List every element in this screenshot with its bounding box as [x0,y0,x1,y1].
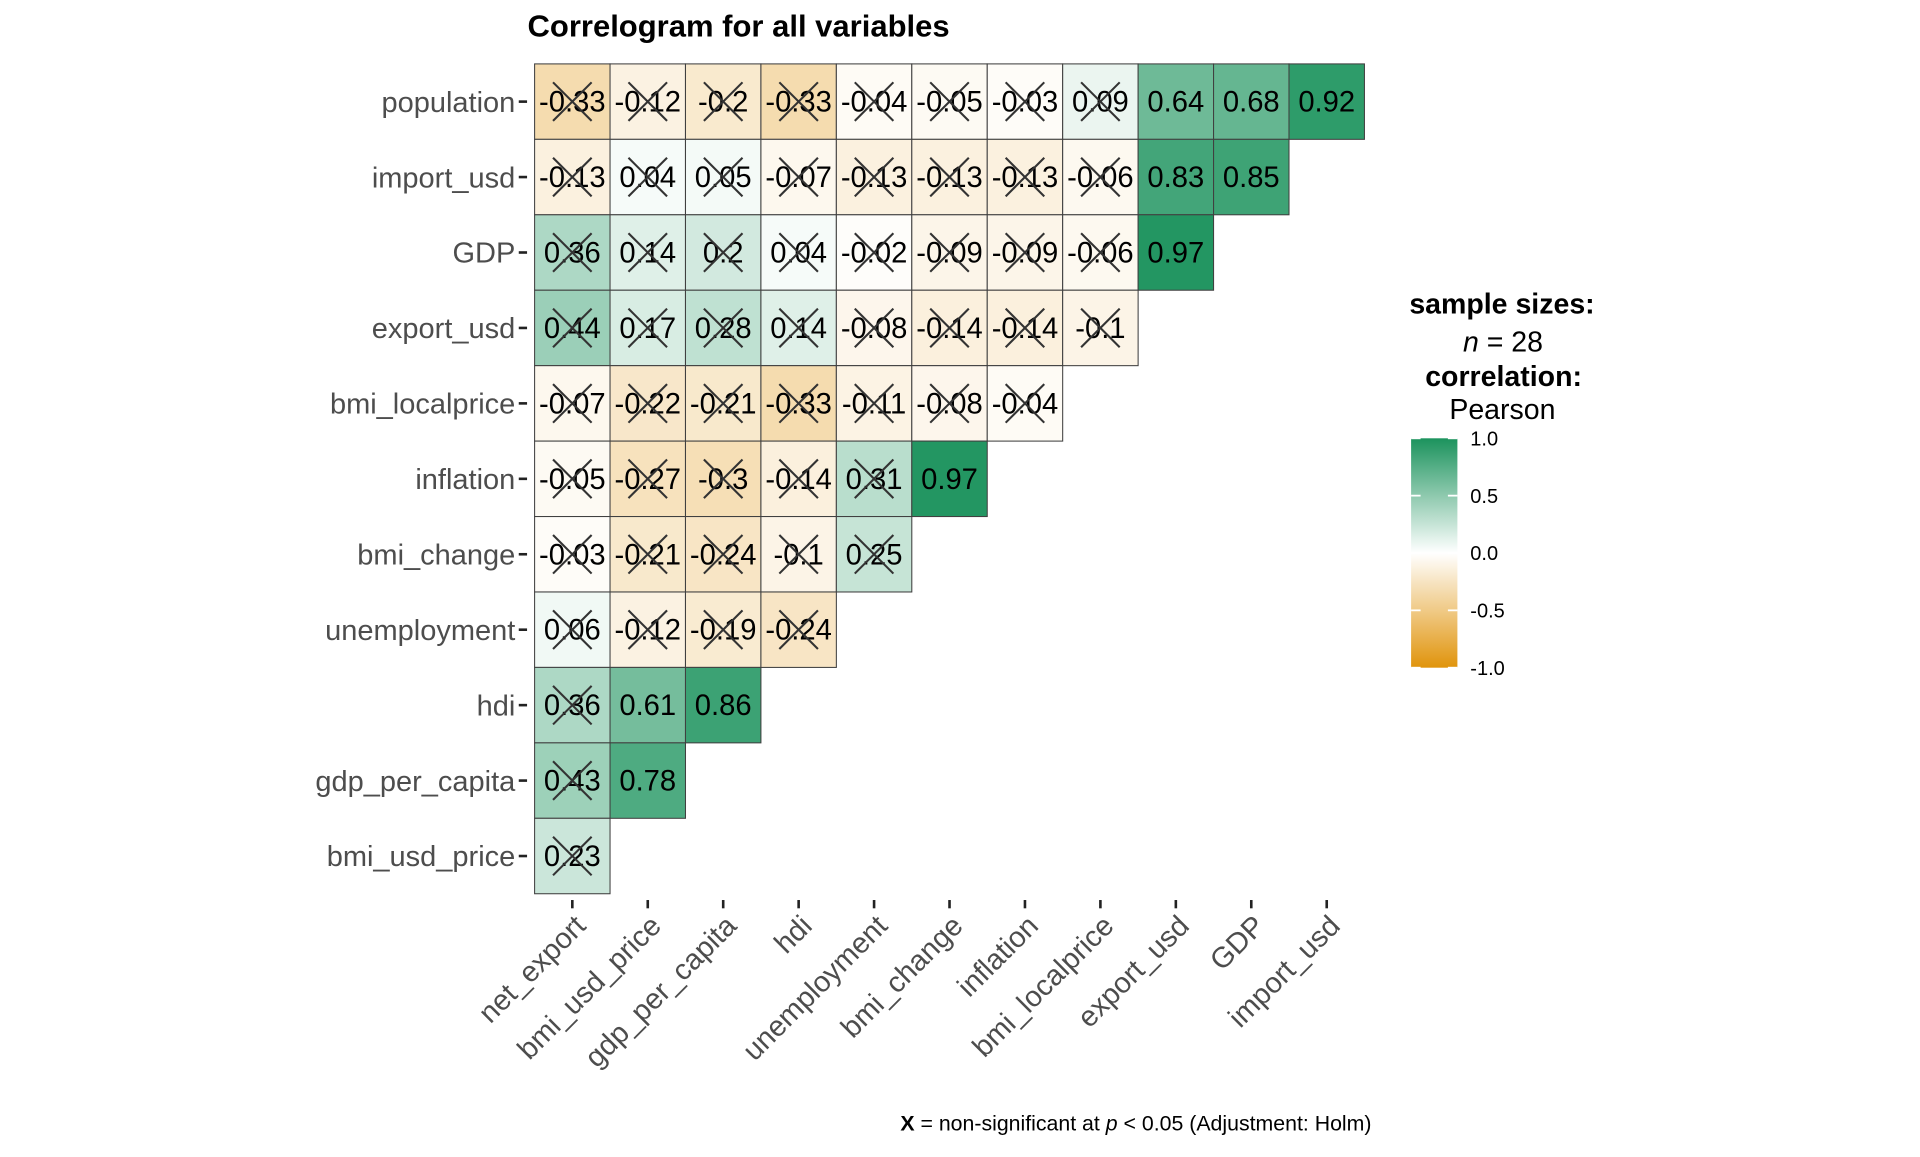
svg-text:0.64: 0.64 [1147,87,1204,119]
svg-text:hdi: hdi [477,690,516,722]
svg-text:0.68: 0.68 [1223,87,1280,119]
svg-text:sample sizes:: sample sizes: [1409,289,1594,321]
svg-text:import_usd: import_usd [372,162,515,194]
svg-text:bmi_localprice: bmi_localprice [330,389,515,421]
svg-text:0.5: 0.5 [1470,486,1498,508]
svg-text:unemployment: unemployment [325,615,515,647]
svg-text:Correlogram for all variables: Correlogram for all variables [528,8,950,43]
svg-text:-1.0: -1.0 [1470,658,1504,680]
svg-text:-0.5: -0.5 [1470,600,1504,622]
svg-text:0.97: 0.97 [1147,238,1204,270]
svg-text:bmi_usd_price: bmi_usd_price [327,841,516,873]
svg-text:n = 28: n = 28 [1463,326,1543,358]
svg-text:0.86: 0.86 [695,690,752,722]
svg-text:gdp_per_capita: gdp_per_capita [315,766,516,798]
svg-text:correlation:: correlation: [1425,361,1582,393]
svg-text:0.0: 0.0 [1470,543,1498,565]
svg-text:export_usd: export_usd [372,313,516,345]
svg-text:1.0: 1.0 [1470,428,1498,450]
svg-text:0.97: 0.97 [921,464,978,496]
svg-text:X = non-significant at p < 0.0: X = non-significant at p < 0.05 (Adjustm… [900,1111,1371,1135]
svg-text:0.85: 0.85 [1223,162,1280,194]
svg-text:0.61: 0.61 [619,690,676,722]
svg-text:0.83: 0.83 [1147,162,1204,194]
svg-text:inflation: inflation [415,464,515,496]
svg-text:0.92: 0.92 [1298,87,1355,119]
svg-text:Pearson: Pearson [1449,394,1555,426]
svg-text:GDP: GDP [452,238,515,270]
svg-text:0.78: 0.78 [619,766,676,798]
svg-text:population: population [381,87,515,119]
svg-text:bmi_change: bmi_change [357,539,515,571]
